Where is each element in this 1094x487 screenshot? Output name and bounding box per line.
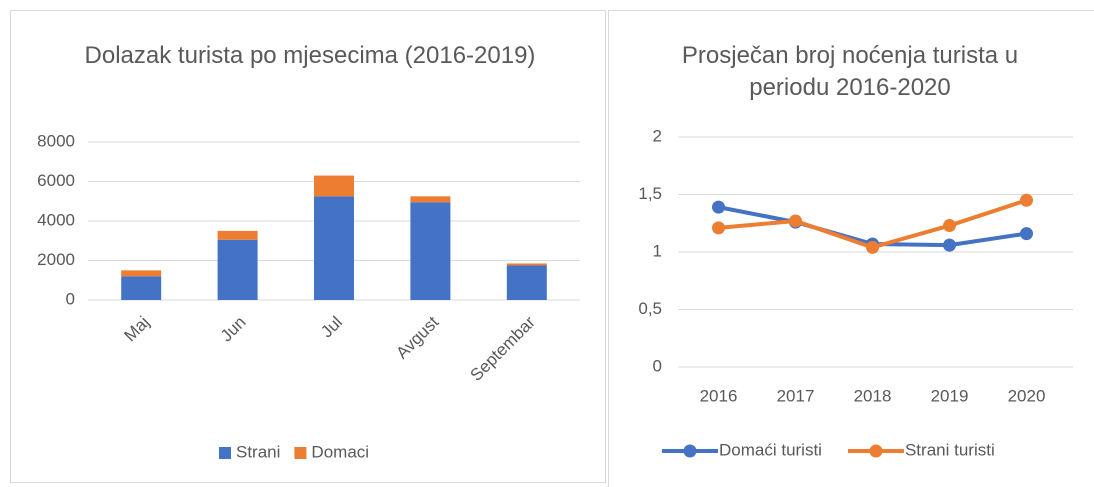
bar-segment <box>217 239 258 300</box>
bar-segment <box>121 270 162 277</box>
point <box>712 200 725 214</box>
point <box>866 240 879 254</box>
point <box>943 219 956 233</box>
legend-label: Strani turisti <box>905 440 995 459</box>
x-tick-label: 2018 <box>854 386 892 405</box>
y-tick-label: 0 <box>66 289 75 308</box>
x-tick-label: Jun <box>217 313 250 346</box>
x-tick-label: 2019 <box>931 386 969 405</box>
y-tick-label: 2 <box>653 126 662 145</box>
x-tick-label: Septembar <box>467 312 539 384</box>
legend-label: Domaći turisti <box>719 440 822 459</box>
legend-swatch <box>294 447 307 459</box>
y-tick-label: 0 <box>653 356 662 375</box>
y-tick-label: 2000 <box>37 250 75 269</box>
bar-segment <box>410 202 451 300</box>
bar-segment <box>121 276 162 300</box>
bar-segment <box>506 263 547 266</box>
chart-title: Prosječan broj noćenja turista u periodu… <box>681 42 1019 101</box>
y-tick-label: 1,5 <box>638 184 662 203</box>
x-tick-label: Maj <box>120 313 153 346</box>
chart-title: Dolazak turista po mjesecima (2016-2019) <box>84 42 536 69</box>
legend-marker <box>683 444 697 458</box>
legend-swatch <box>219 447 231 459</box>
y-tick-label: 8000 <box>37 131 75 150</box>
bar-segment <box>217 230 258 240</box>
x-tick-label: 2017 <box>777 386 815 405</box>
bar-segment <box>410 196 451 203</box>
bar-segment <box>314 196 354 300</box>
point <box>1020 193 1033 207</box>
x-tick-label: 2016 <box>700 386 738 405</box>
y-tick-label: 4000 <box>37 210 75 229</box>
panel-border <box>10 10 606 483</box>
point <box>712 221 725 235</box>
x-tick-label: 2020 <box>1008 386 1046 405</box>
bar-segment <box>506 265 547 300</box>
legend-label: Domaci <box>311 442 369 461</box>
legend-marker <box>869 444 883 458</box>
x-tick-label: Jul <box>317 313 346 342</box>
point <box>789 214 802 228</box>
legend-label: Strani <box>236 442 280 461</box>
point <box>943 238 956 252</box>
x-tick-label: Avgust <box>392 312 442 362</box>
y-tick-label: 1 <box>653 241 662 260</box>
bar-segment <box>314 175 354 197</box>
y-tick-label: 0,5 <box>638 299 662 318</box>
point <box>1020 227 1033 241</box>
y-tick-label: 6000 <box>37 171 75 190</box>
